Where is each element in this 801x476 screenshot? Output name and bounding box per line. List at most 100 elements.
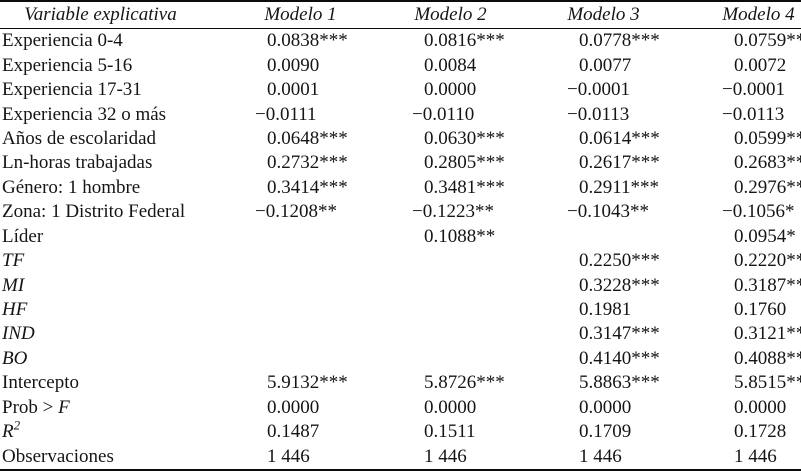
value-cell-modelo-4: −0.0001 [704,79,801,101]
coefficient-value: 0.2617*** [579,152,660,174]
row-label: Observaciones [0,446,237,468]
row-label-text: BO [2,347,28,369]
coefficient-value: 0.1511 [424,421,476,443]
coefficient-value: 0.0648*** [267,127,348,149]
value-cell-modelo-2: 0.0816*** [394,30,549,52]
value-cell-modelo-2: 0.0630*** [394,128,549,150]
coefficient-value: −0.1056* [722,201,795,223]
value-cell-modelo-3: 0.3228*** [549,275,704,297]
row-label-italic-part: R [2,421,14,443]
row-label-text: Intercepto [2,372,80,394]
value-cell-modelo-1: 1 446 [237,446,394,468]
coefficient-value: 0.2805*** [424,152,505,174]
coefficient-value: 0.0001 [267,79,320,101]
coefficient-value: −0.1208** [255,201,337,223]
coefficient-value: −0.1043** [567,201,649,223]
value-cell-modelo-1: 0.0001 [237,79,394,101]
value-cell-modelo-1: 0.0090 [237,55,394,77]
row-label: Años de escolaridad [0,128,237,150]
value-cell-modelo-3: 0.4140*** [549,348,704,370]
coefficient-value: 0.1487 [267,421,320,443]
table-row: TF 0.2250*** 0.2220*** [0,249,801,273]
coefficient-value: 0.0000 [424,79,477,101]
value-cell-modelo-4: 1 446 [704,446,801,468]
coefficient-value: 5.8863*** [579,372,660,394]
table-row: Prob > F 0.0000 0.0000 0.0000 0.0000 [0,396,801,420]
row-label-text: Líder [2,225,44,247]
row-label-text: Años de escolaridad [2,127,157,149]
row-label: IND [0,323,237,345]
value-cell-modelo-4: 5.8515*** [704,372,801,394]
value-cell-modelo-2: 0.1088** [394,226,549,248]
value-cell-modelo-1: 0.1487 [237,421,394,443]
value-cell-modelo-3: 0.2617*** [549,152,704,174]
row-label: Intercepto [0,372,237,394]
row-label: Prob > F [0,397,237,419]
value-cell-modelo-2: −0.1223** [394,201,549,223]
coefficient-value: 0.0072 [734,54,787,76]
column-header-modelo-3: Modelo 3 [567,4,640,25]
value-cell-modelo-3: −0.0113 [549,104,704,126]
coefficient-value: 0.3414*** [267,176,348,198]
value-cell-modelo-1: 0.2732*** [237,152,394,174]
row-label-text: Experiencia 32 o más [2,103,167,125]
coefficient-value: 0.0077 [579,54,632,76]
value-cell-modelo-3: 0.0614*** [549,128,704,150]
table-row: Líder 0.1088** 0.0954* [0,225,801,249]
coefficient-value: −0.0001 [567,79,630,101]
coefficient-value: 0.0614*** [579,127,660,149]
coefficient-value: 0.0000 [267,396,320,418]
coefficient-value: 0.0954* [734,225,796,247]
table-row: Experiencia 17-31 0.0001 0.0000 −0.0001 … [0,78,801,102]
value-cell-modelo-4: 0.0000 [704,397,801,419]
coefficient-value: 0.2683*** [734,152,801,174]
value-cell-modelo-1: 0.0000 [237,397,394,419]
row-label: R2 [0,419,237,443]
table-row: Experiencia 5-16 0.0090 0.0084 0.0077 0.… [0,53,801,77]
coefficient-value: 0.0816*** [424,30,505,52]
coefficient-value: 0.2220*** [734,250,801,272]
column-header-variable-explicativa: Variable explicativa [24,4,177,25]
table-row: R2 0.1487 0.1511 0.1709 0.1728 [0,419,801,444]
value-cell-modelo-4: 0.4088*** [704,348,801,370]
coefficient-value: 5.8726*** [424,372,505,394]
row-label: Zona: 1 Distrito Federal [0,201,237,223]
coefficient-value: 0.0838*** [267,30,348,52]
coefficient-value: 0.2911*** [579,176,660,198]
row-label-text: IND [2,323,35,345]
coefficient-value: 0.3121*** [734,323,801,345]
row-label: TF [0,250,237,272]
value-cell-modelo-2: 0.0000 [394,397,549,419]
value-cell-modelo-4: 0.2220*** [704,250,801,272]
value-cell-modelo-2: −0.0110 [394,104,549,126]
value-cell-modelo-2: 5.8726*** [394,372,549,394]
coefficient-value: −0.1223** [412,201,494,223]
coefficient-value: 0.0778*** [579,30,660,52]
value-cell-modelo-2: 1 446 [394,446,549,468]
value-cell-modelo-4: 0.2976*** [704,177,801,199]
table-header-row: Variable explicativa Modelo 1 Modelo 2 M… [0,2,801,29]
coefficient-value: 0.1728 [734,421,787,443]
row-label: Experiencia 17-31 [0,79,237,101]
coefficient-value: −0.0110 [412,103,475,125]
value-cell-modelo-2: 0.2805*** [394,152,549,174]
value-cell-modelo-3: −0.1043** [549,201,704,223]
value-cell-modelo-2: 0.3481*** [394,177,549,199]
row-label: Género: 1 hombre [0,177,237,199]
value-cell-modelo-3: 0.0778*** [549,30,704,52]
coefficient-value: 0.1981 [579,299,632,321]
value-cell-modelo-4: 0.0954* [704,226,801,248]
value-cell-modelo-1: −0.1208** [237,201,394,223]
row-label: Experiencia 32 o más [0,104,237,126]
row-label-italic-part: F [58,396,70,418]
value-cell-modelo-4: 0.0599*** [704,128,801,150]
value-cell-modelo-4: −0.1056* [704,201,801,223]
coefficient-value: 5.8515*** [734,372,801,394]
value-cell-modelo-4: 0.1728 [704,421,801,443]
coefficient-value: 1 446 [734,445,777,467]
row-label-text: Observaciones [2,445,114,467]
row-label: Ln-horas trabajadas [0,152,237,174]
coefficient-value: 0.0090 [267,54,320,76]
table-row: Ln-horas trabajadas 0.2732*** 0.2805*** … [0,151,801,175]
